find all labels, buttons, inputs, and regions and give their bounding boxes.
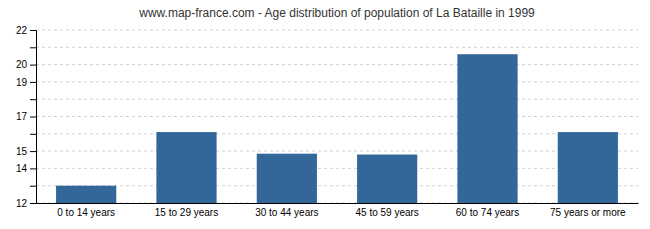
y-tick: 19 xyxy=(16,77,36,88)
y-tick: 15 xyxy=(16,146,36,157)
grid-line xyxy=(36,185,638,186)
y-tick: 17 xyxy=(16,111,36,122)
y-tick-label: 14 xyxy=(16,163,28,174)
grid xyxy=(36,30,638,203)
chart-title: www.map-france.com - Age distribution of… xyxy=(138,6,535,20)
y-tick-mark xyxy=(30,117,36,118)
grid-line xyxy=(36,116,638,117)
bar xyxy=(257,154,317,203)
y-tick xyxy=(30,47,36,48)
y-tick-mark xyxy=(30,203,36,204)
x-tick-label: 15 to 29 years xyxy=(155,207,218,218)
y-tick-mark xyxy=(30,65,36,66)
bar xyxy=(156,132,216,203)
x-axis-line xyxy=(37,203,639,204)
chart-svg: www.map-france.com - Age distribution of… xyxy=(0,0,650,229)
x-tick-label: 45 to 59 years xyxy=(355,207,418,218)
x-tick: 45 to 59 years xyxy=(355,207,418,218)
y-axis-line xyxy=(30,31,37,204)
x-tick: 15 to 29 years xyxy=(155,207,218,218)
grid-line xyxy=(36,30,638,31)
grid-line xyxy=(36,133,638,134)
bar xyxy=(558,132,618,203)
y-tick: 20 xyxy=(16,59,36,70)
grid-line xyxy=(36,151,638,152)
bar xyxy=(457,54,517,203)
y-tick-mark xyxy=(30,134,36,135)
x-tick: 0 to 14 years xyxy=(57,207,115,218)
y-tick-label: 19 xyxy=(16,77,28,88)
x-axis: 0 to 14 years 15 to 29 years 30 to 44 year… xyxy=(37,204,639,219)
bar xyxy=(357,155,417,203)
x-tick-label: 75 years or more xyxy=(550,207,626,218)
y-tick-label: 22 xyxy=(16,25,28,36)
y-tick-mark xyxy=(30,30,36,31)
y-tick-label: 20 xyxy=(16,59,28,70)
bars xyxy=(56,54,618,203)
y-tick xyxy=(30,186,36,187)
x-tick-label: 30 to 44 years xyxy=(255,207,318,218)
y-tick: 12 xyxy=(16,198,36,209)
x-tick: 30 to 44 years xyxy=(255,207,318,218)
y-tick-label: 12 xyxy=(16,198,28,209)
y-axis: 12 14 15 17 19 20 22 xyxy=(16,25,37,209)
bar xyxy=(56,186,116,203)
chart-container: www.map-france.com - Age distribution of… xyxy=(0,0,650,229)
y-tick-mark xyxy=(30,168,36,169)
grid-line xyxy=(36,203,638,204)
grid-line xyxy=(36,99,638,100)
plot-area: 12 14 15 17 19 20 22 0 to 14 years 15 to 29 year… xyxy=(16,25,639,218)
x-tick: 75 years or more xyxy=(550,207,626,218)
y-tick xyxy=(30,134,36,135)
x-tick: 60 to 74 years xyxy=(456,207,519,218)
y-tick-mark xyxy=(30,47,36,48)
grid-line xyxy=(36,47,638,48)
grid-line xyxy=(36,168,638,169)
y-tick: 14 xyxy=(16,163,36,174)
x-tick-label: 0 to 14 years xyxy=(57,207,115,218)
grid-line xyxy=(36,64,638,65)
grid-line xyxy=(36,81,638,82)
y-tick-label: 17 xyxy=(16,111,28,122)
x-tick-label: 60 to 74 years xyxy=(456,207,519,218)
y-tick-mark xyxy=(30,99,36,100)
y-tick xyxy=(30,99,36,100)
y-tick-mark xyxy=(30,186,36,187)
y-tick-label: 15 xyxy=(16,146,28,157)
y-tick-mark xyxy=(30,82,36,83)
y-tick-mark xyxy=(30,151,36,152)
y-tick: 22 xyxy=(16,25,36,36)
